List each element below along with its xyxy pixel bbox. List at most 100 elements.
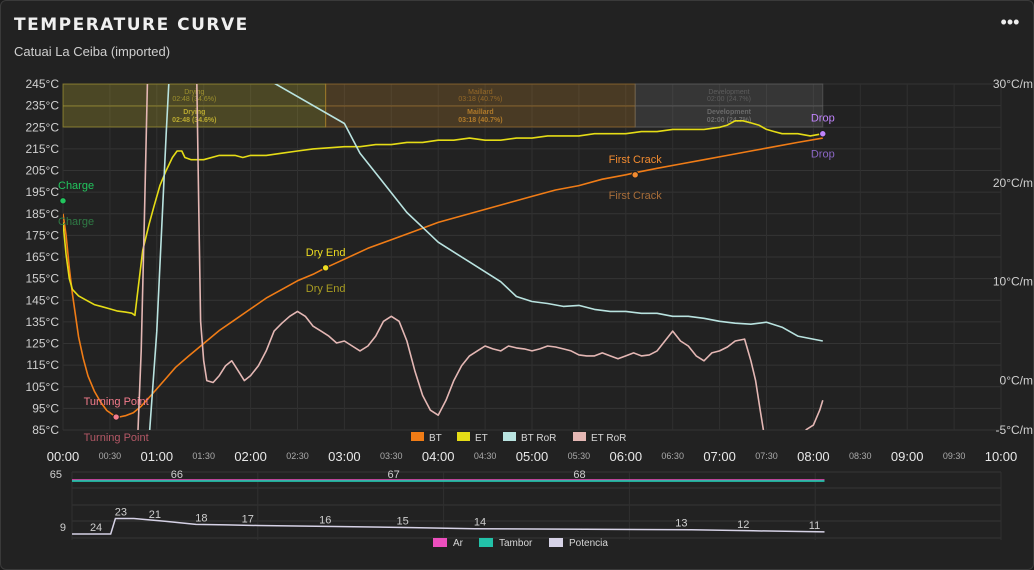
y-left-tick-label: 125°C bbox=[26, 337, 60, 351]
legend-label: ET bbox=[475, 433, 488, 444]
x-tick-label: 08:00 bbox=[797, 449, 830, 464]
series-line-et-ror-tail bbox=[805, 400, 824, 430]
phase-name: Drying bbox=[183, 109, 205, 116]
x-tick-label: 00:00 bbox=[47, 449, 80, 464]
phase-name: Drying bbox=[184, 89, 204, 96]
phase-time: 02:00 (24.7%) bbox=[707, 96, 751, 103]
y-right-tick-label: 0°C/m bbox=[1000, 374, 1033, 388]
y-left-tick-label: 115°C bbox=[26, 358, 59, 372]
y-left-tick-label: 165°C bbox=[26, 250, 60, 264]
card-subtitle: Catuai La Ceiba (imported) bbox=[14, 44, 171, 59]
controls-value-label: 16 bbox=[319, 515, 331, 527]
y-left-tick-label: 225°C bbox=[26, 120, 60, 134]
event-label-secondary: Charge bbox=[58, 216, 94, 228]
y-left-tick-label: 135°C bbox=[26, 315, 60, 329]
y-left-tick-label: 175°C bbox=[26, 228, 60, 242]
y-left-tick-label: 145°C bbox=[26, 293, 60, 307]
y-left-tick-label: 105°C bbox=[26, 380, 60, 394]
y-left-tick-label: 245°C bbox=[26, 77, 60, 91]
x-tick-label: 07:00 bbox=[703, 449, 736, 464]
event-label: Turning Point bbox=[84, 396, 149, 408]
x-tick-label: 09:00 bbox=[891, 449, 924, 464]
controls-value-label: 9 bbox=[60, 522, 66, 534]
x-tick-label: 10:00 bbox=[985, 449, 1018, 464]
phase-name: Maillard bbox=[467, 109, 493, 116]
phase-time: 02:48 (34.6%) bbox=[172, 96, 216, 103]
controls-value-label: 24 bbox=[90, 522, 102, 534]
controls-legend-swatch bbox=[479, 538, 493, 547]
x-tick-label: 06:30 bbox=[661, 451, 684, 461]
phase-time: 03:18 (40.7%) bbox=[458, 96, 502, 103]
phase-time: 02:00 (24.7%) bbox=[707, 117, 751, 124]
controls-value-label: 66 bbox=[171, 469, 183, 481]
x-tick-label: 01:30 bbox=[192, 451, 215, 461]
y-left-tick-label: 215°C bbox=[26, 142, 60, 156]
event-marker bbox=[59, 197, 67, 205]
legend-swatch bbox=[573, 432, 586, 441]
controls-value-label: 15 bbox=[397, 516, 409, 528]
y-right-tick-label: 10°C/m bbox=[993, 275, 1033, 289]
x-tick-label: 06:00 bbox=[610, 449, 643, 464]
controls-legend-swatch bbox=[433, 538, 447, 547]
event-marker bbox=[631, 171, 639, 179]
controls-legend-label: Potencia bbox=[569, 538, 608, 549]
series-line-bt-ror bbox=[148, 84, 823, 430]
controls-value-label: 65 bbox=[50, 469, 62, 481]
phase-name: Development bbox=[708, 89, 749, 96]
x-tick-label: 00:30 bbox=[99, 451, 122, 461]
controls-value-label: 13 bbox=[675, 518, 687, 530]
event-label: First Crack bbox=[609, 154, 663, 166]
x-tick-label: 01:00 bbox=[141, 449, 174, 464]
controls-line-potencia bbox=[72, 517, 825, 535]
y-right-tick-label: 20°C/m bbox=[993, 176, 1033, 190]
event-marker bbox=[112, 413, 120, 421]
phase-time: 02:48 (34.6%) bbox=[172, 117, 216, 124]
controls-legend-label: Ar bbox=[453, 538, 464, 549]
controls-value-label: 11 bbox=[809, 520, 820, 532]
legend-label: ET RoR bbox=[591, 433, 626, 444]
series-line-bt bbox=[63, 137, 823, 418]
y-left-tick-label: 205°C bbox=[26, 164, 60, 178]
controls-value-label: 18 bbox=[195, 512, 207, 524]
x-tick-label: 02:00 bbox=[234, 449, 267, 464]
y-left-tick-label: 155°C bbox=[26, 272, 60, 286]
y-left-tick-label: 235°C bbox=[26, 99, 60, 113]
y-left-tick-label: 185°C bbox=[26, 207, 60, 221]
legend-swatch bbox=[503, 432, 516, 441]
y-right-tick-label: -5°C/m bbox=[996, 423, 1033, 437]
more-horizontal-icon[interactable]: ••• bbox=[1000, 12, 1020, 32]
series-line-et-ror bbox=[137, 84, 765, 430]
controls-value-label: 17 bbox=[242, 513, 254, 525]
x-tick-label: 03:00 bbox=[328, 449, 361, 464]
y-left-tick-label: 95°C bbox=[32, 401, 59, 415]
phase-name: Development bbox=[707, 109, 752, 116]
y-right-tick-label: 30°C/m bbox=[993, 77, 1033, 91]
controls-value-label: 68 bbox=[573, 469, 585, 481]
event-label: Drop bbox=[811, 113, 835, 125]
event-label-secondary: First Crack bbox=[609, 190, 663, 202]
controls-value-label: 67 bbox=[388, 469, 400, 481]
x-tick-label: 02:30 bbox=[286, 451, 309, 461]
x-tick-label: 07:30 bbox=[755, 451, 778, 461]
event-label: Charge bbox=[58, 180, 94, 192]
controls-value-label: 21 bbox=[149, 509, 161, 521]
x-tick-label: 05:00 bbox=[516, 449, 549, 464]
controls-legend-swatch bbox=[549, 538, 563, 547]
x-tick-label: 05:30 bbox=[568, 451, 591, 461]
x-tick-label: 04:00 bbox=[422, 449, 455, 464]
phase-time: 03:18 (40.7%) bbox=[458, 117, 502, 124]
legend-swatch bbox=[411, 432, 424, 441]
card-title: TEMPERATURE CURVE bbox=[14, 15, 249, 35]
controls-value-label: 23 bbox=[115, 507, 127, 519]
y-left-tick-label: 85°C bbox=[32, 423, 59, 437]
controls-value-label: 14 bbox=[474, 517, 486, 529]
series-line-et bbox=[63, 120, 823, 317]
event-marker bbox=[321, 264, 330, 272]
controls-value-label: 12 bbox=[737, 519, 749, 531]
legend-swatch bbox=[457, 432, 470, 441]
event-label: Dry End bbox=[306, 247, 346, 259]
x-tick-label: 04:30 bbox=[474, 451, 497, 461]
phase-name: Maillard bbox=[468, 89, 493, 96]
